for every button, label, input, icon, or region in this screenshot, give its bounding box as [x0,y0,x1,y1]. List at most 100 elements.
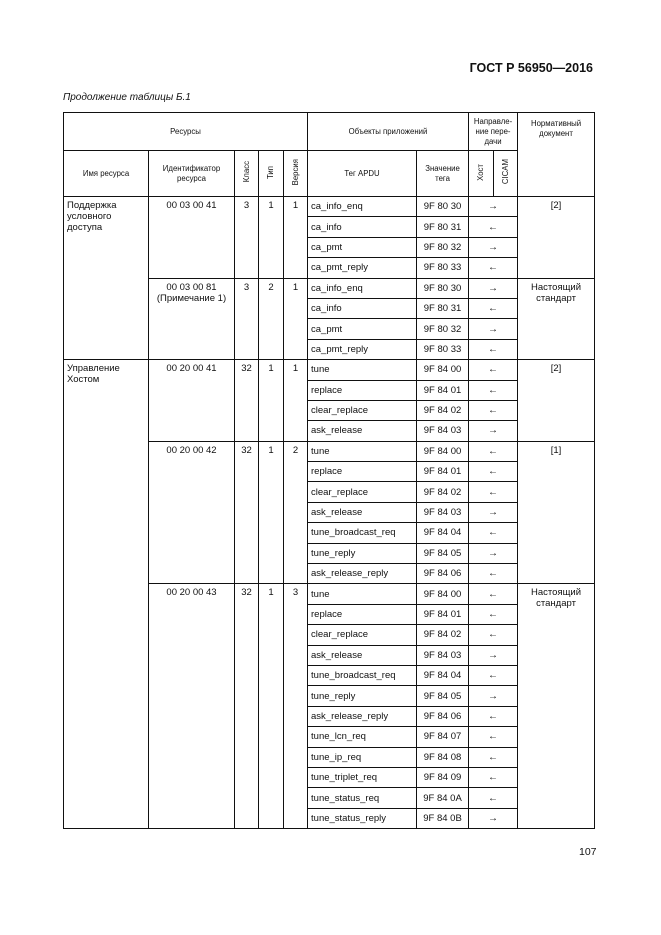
tag-value: 9F 80 32 [416,318,470,340]
direction-arrow-icon: ← [468,297,519,320]
resource-type: 1 [258,196,284,279]
apdu-tag: tune_ip_req [307,746,418,768]
tag-value: 9F 84 03 [416,501,470,524]
header-app-objects: Объекты приложений [307,112,470,151]
tag-value: 9F 84 04 [416,664,470,687]
tag-value: 9F 84 00 [416,440,470,463]
apdu-tag: ask_release_reply [307,563,418,585]
resource-class: 32 [234,359,259,442]
header-cicam: CICAM [493,150,519,197]
direction-arrow-icon: ← [468,359,519,381]
resource-version: 1 [282,359,309,442]
resource-id: 00 20 00 42 [148,440,235,585]
tag-value: 9F 84 09 [416,766,470,789]
header-resource-name: Имя ресурса [63,150,149,197]
resource-version: 1 [282,277,309,361]
tag-value: 9F 84 02 [416,624,470,646]
header-apdu-tag: Тег APDU [307,150,418,197]
apdu-tag: ca_info_enq [307,195,418,218]
table-row: ask_release 9F 84 03 → [64,644,595,666]
header-type: Тип [258,150,284,197]
direction-arrow-icon: ← [468,563,519,585]
table-row: ask_release_reply 9F 84 06 ← [64,705,595,728]
table-row: tune_reply 9F 84 05 → [64,685,595,707]
apdu-tag: tune_reply [307,685,418,707]
table-row: tune_status_req 9F 84 0A ← [64,787,595,809]
header-version: Версия [282,150,309,197]
resources-table: Ресурсы Объекты приложений Направле-ние … [62,112,596,830]
direction-arrow-icon: ← [468,726,519,748]
table-caption: Продолжение таблицы Б.1 [63,92,191,103]
apdu-tag: clear_replace [307,624,418,646]
tag-value: 9F 84 03 [416,644,470,666]
direction-arrow-icon: ← [468,603,519,626]
table-row: tune_broadcast_req 9F 84 04 ← [64,664,595,687]
table-row: ca_info 9F 80 31 ← [64,216,595,238]
tag-value: 9F 84 01 [416,379,470,401]
direction-arrow-icon: → [468,277,519,299]
apdu-tag: ca_info_enq [307,277,418,299]
table-row: ask_release 9F 84 03 → [64,420,595,442]
apdu-tag: tune [307,583,418,605]
normative-doc: [2] [517,359,596,442]
tag-value: 9F 80 33 [416,257,470,279]
apdu-tag: ask_release_reply [307,705,418,728]
direction-arrow-icon: ← [468,440,519,463]
header-normative-doc: Нормативный документ [517,112,596,197]
tag-value: 9F 80 31 [416,216,470,238]
resource-class: 32 [234,440,259,585]
apdu-tag: tune_status_reply [307,807,418,830]
tag-value: 9F 84 00 [416,583,470,605]
header-resource-id: Идентификатор ресурса [148,150,235,197]
resource-type: 2 [258,277,284,361]
apdu-tag: ask_release [307,420,418,442]
apdu-tag: ca_pmt_reply [307,257,418,279]
apdu-tag: ca_pmt [307,236,418,259]
normative-doc: Настоящий стандарт [517,277,596,361]
tag-value: 9F 84 02 [416,481,470,503]
tag-value: 9F 84 0B [416,807,470,830]
apdu-tag: clear_replace [307,399,418,422]
apdu-tag: tune [307,440,418,463]
header-direction: Направле-ние пере-дачи [468,112,519,151]
resource-id: 00 20 00 41 [148,359,235,442]
direction-arrow-icon: ← [468,664,519,687]
direction-arrow-icon: ← [468,624,519,646]
direction-arrow-icon: → [468,195,519,218]
direction-arrow-icon: ← [468,461,519,483]
table-row: clear_replace 9F 84 02 ← [64,399,595,422]
page-number: 107 [579,846,597,858]
tag-value: 9F 80 30 [416,277,470,299]
table-row: tune_status_reply 9F 84 0B → [64,807,595,830]
header-class-label: Класс [241,161,251,183]
resource-name: Управление Хостом [63,359,149,830]
header-type-label: Тип [266,165,275,179]
tag-value: 9F 84 05 [416,542,470,565]
direction-arrow-icon: → [468,318,519,340]
direction-arrow-icon: ← [468,481,519,503]
tag-value: 9F 84 01 [416,461,470,483]
tag-value: 9F 80 30 [416,195,470,218]
direction-arrow-icon: ← [468,766,519,789]
normative-doc: Настоящий стандарт [517,583,596,830]
apdu-tag: ca_info [307,297,418,320]
direction-arrow-icon: → [468,236,519,259]
tag-value: 9F 84 02 [416,399,470,422]
apdu-tag: tune_triplet_req [307,766,418,789]
table-row: ca_pmt_reply 9F 80 33 ← [64,338,595,361]
header-host: Хост [468,150,495,197]
resource-type: 1 [258,440,284,585]
direction-arrow-icon: ← [468,216,519,238]
table-body: Поддержка условного доступа 00 03 00 41 3 1… [63,195,596,830]
resource-class: 32 [234,583,259,830]
tag-value: 9F 80 33 [416,338,470,361]
normative-doc: [2] [517,196,596,279]
direction-arrow-icon: → [468,420,519,442]
apdu-tag: tune_status_req [307,787,418,809]
tag-value: 9F 84 06 [416,705,470,728]
table-row: tune_ip_req 9F 84 08 ← [64,746,595,768]
document-title: ГОСТ Р 56950—2016 [469,61,593,75]
table-row: Управление Хостом 00 20 00 41 32 1 1 tune 9F 8… [63,359,596,830]
direction-arrow-icon: ← [468,746,519,768]
